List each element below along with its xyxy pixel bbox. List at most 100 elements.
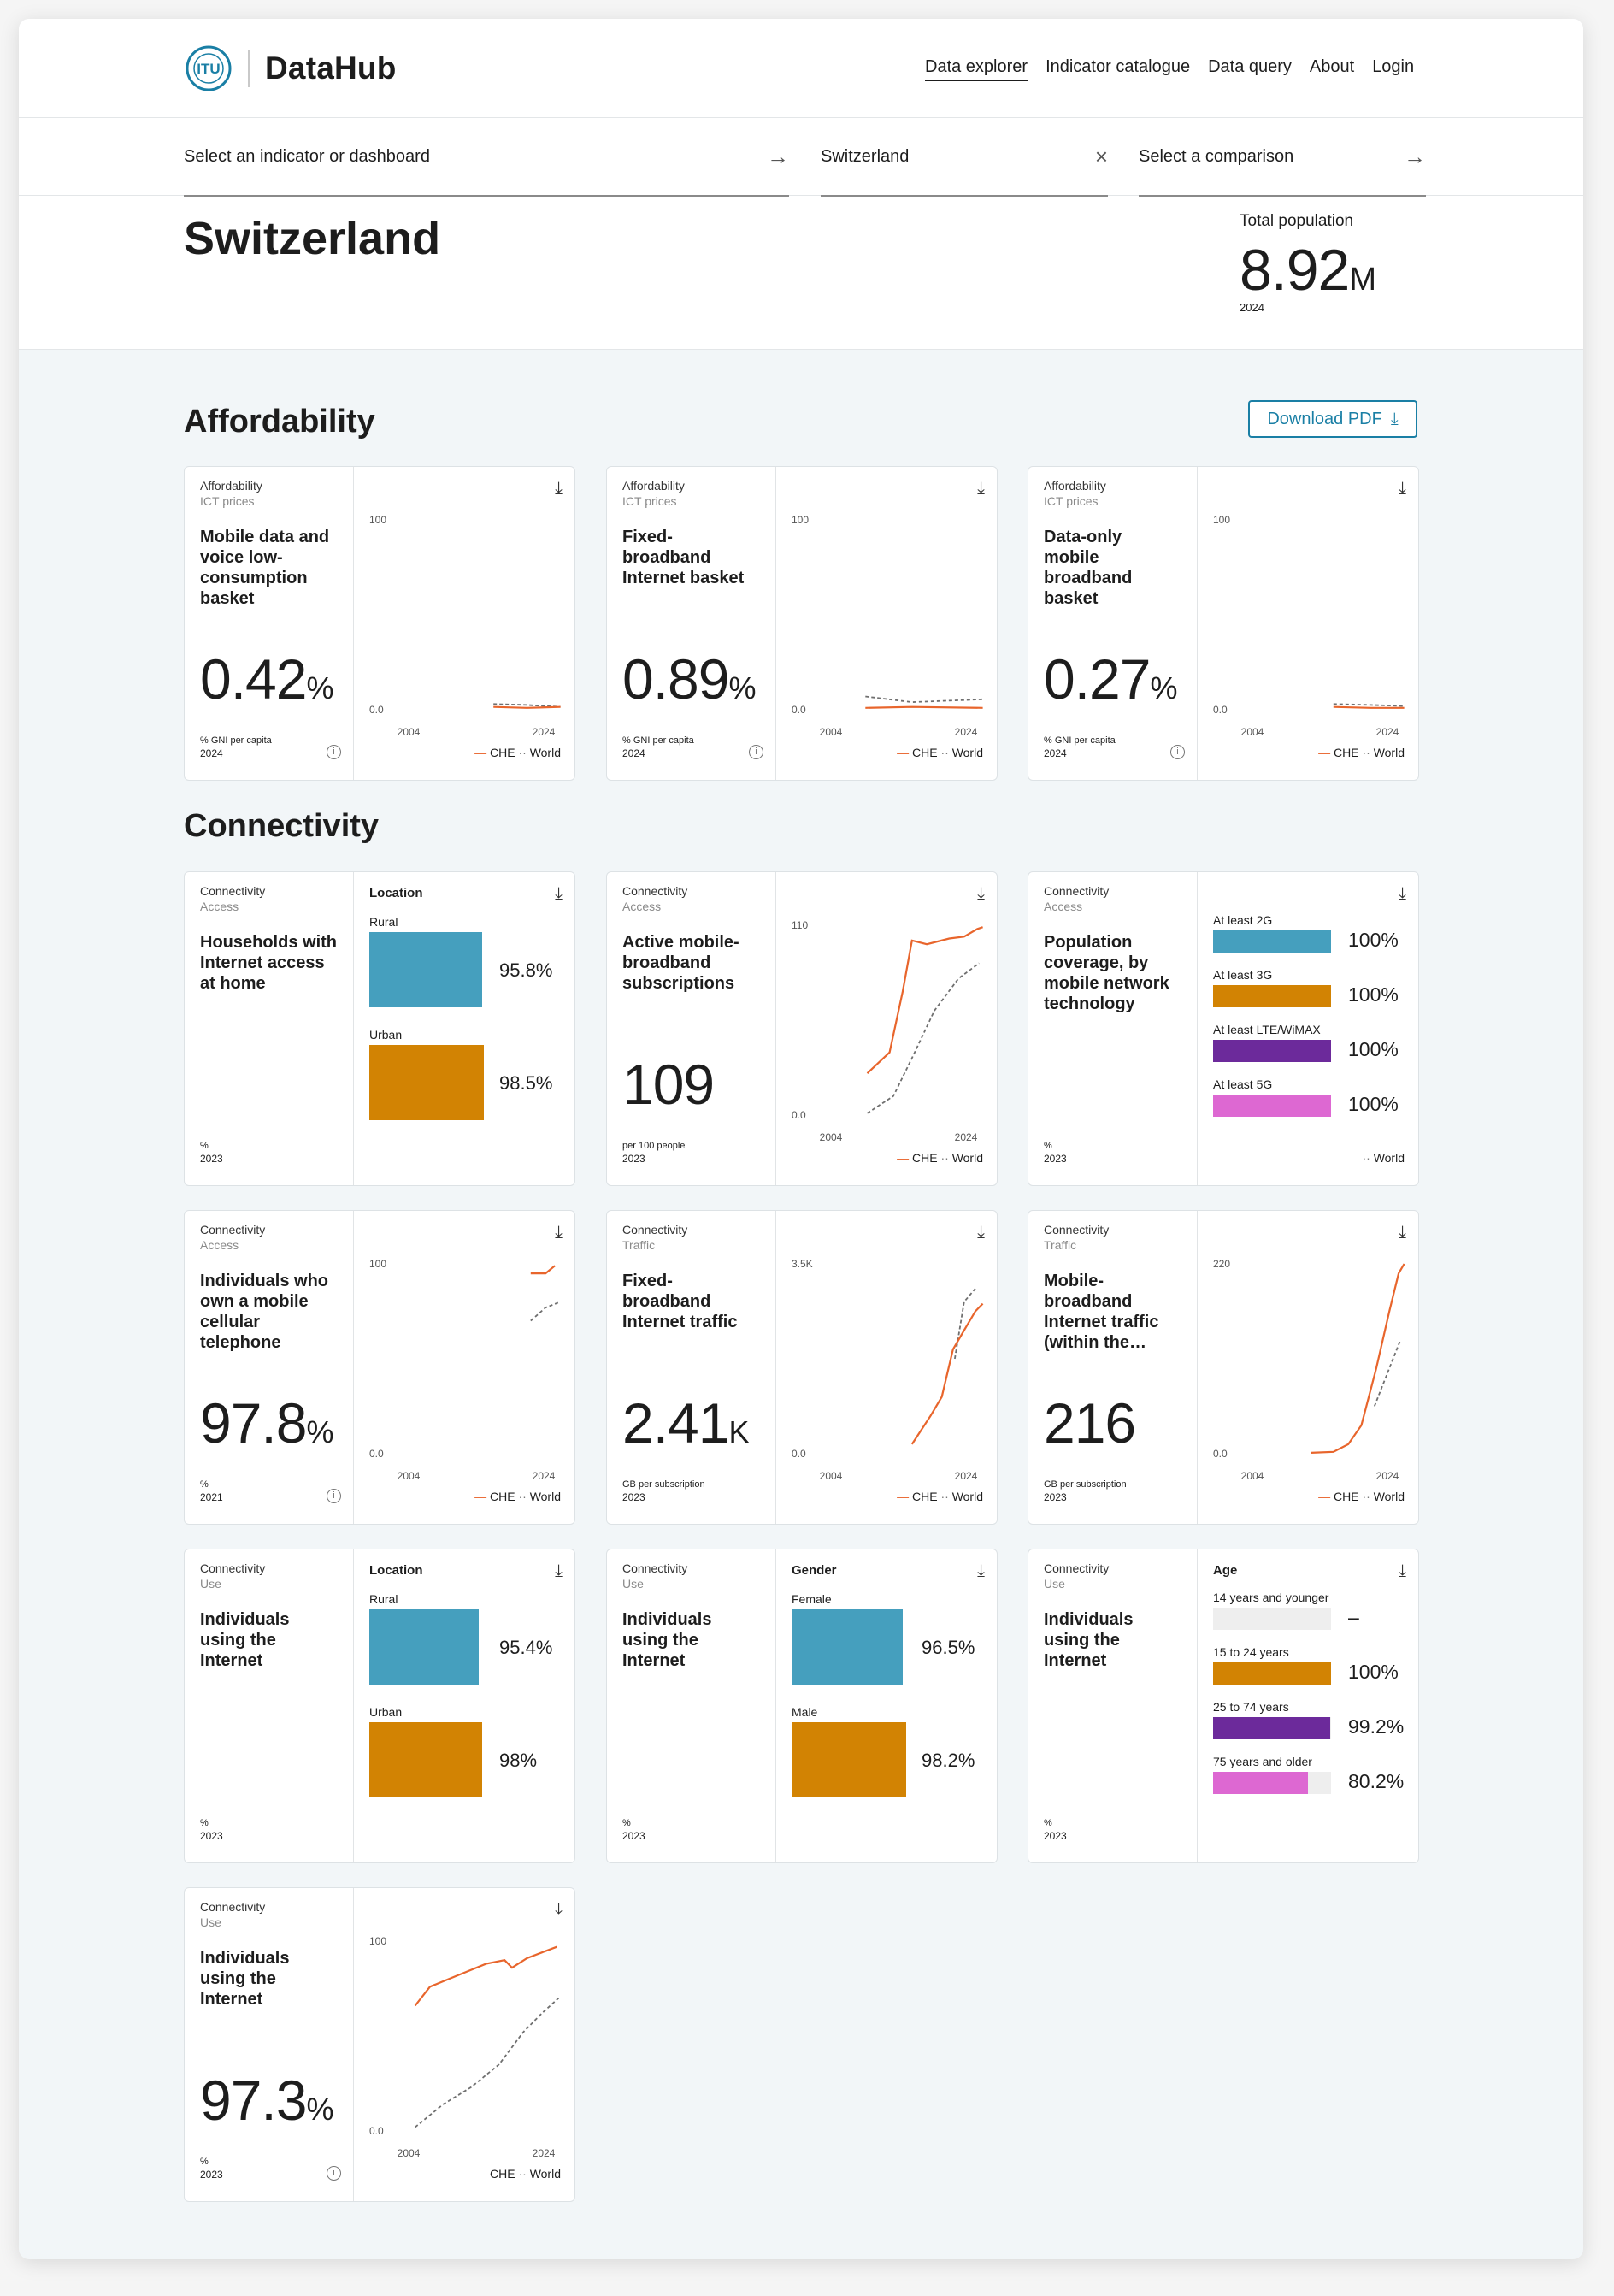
nav-indicator-catalogue[interactable]: Indicator catalogue xyxy=(1046,57,1191,76)
card-unit: % xyxy=(200,1479,209,1490)
indicator-card[interactable]: Connectivity Access Active mobile-broadban… xyxy=(606,871,998,1186)
x-axis-start-label: 2004 xyxy=(820,726,843,738)
section-affordability: Affordability xyxy=(184,404,375,440)
card-unit: per 100 people xyxy=(622,1141,686,1151)
country-field[interactable]: Switzerland × xyxy=(821,118,1108,197)
bar-value: 100% xyxy=(1348,983,1399,1006)
x-axis-start-label: 2004 xyxy=(398,2147,421,2159)
card-title[interactable]: Mobile data and voice low-consumption ba… xyxy=(200,528,330,608)
indicator-card[interactable]: Connectivity Use Individuals using the Int… xyxy=(184,1549,575,1863)
info-icon[interactable]: i xyxy=(327,745,341,759)
card-title[interactable]: Active mobile-broadband subscriptions xyxy=(622,933,739,993)
download-icon[interactable]: ⤓ xyxy=(977,884,985,903)
info-icon[interactable]: i xyxy=(1170,745,1185,759)
arrow-right-icon[interactable]: → xyxy=(767,143,789,169)
nav-data-query[interactable]: Data query xyxy=(1208,57,1292,76)
download-icon[interactable]: ⤓ xyxy=(555,1223,563,1242)
bar[interactable] xyxy=(1213,985,1331,1007)
chart-legend: — CHE ·· World xyxy=(474,2167,561,2181)
download-icon[interactable]: ⤓ xyxy=(977,479,985,498)
arrow-right-icon[interactable]: → xyxy=(1404,143,1426,169)
download-icon[interactable]: ⤓ xyxy=(1399,479,1406,498)
card-unit: % xyxy=(200,1818,209,1828)
card-chart-panel: ⤓ 100 0.0 2004 2024 — CHE ·· World xyxy=(776,467,998,780)
indicator-card[interactable]: Affordability ICT prices Mobile data and v… xyxy=(184,466,575,781)
card-title[interactable]: Individuals using the Internet xyxy=(200,1949,290,2009)
line-chart: 100 0.0 2004 2024 xyxy=(369,514,561,738)
bar[interactable] xyxy=(792,1609,903,1685)
download-icon[interactable]: ⤓ xyxy=(1399,1561,1406,1580)
bar[interactable] xyxy=(369,1045,484,1120)
download-icon[interactable]: ⤓ xyxy=(555,1900,563,1919)
nav-about[interactable]: About xyxy=(1309,57,1355,76)
legend-world-label: World xyxy=(1373,1490,1405,1503)
legend-world: ·· xyxy=(937,1151,952,1165)
indicator-card[interactable]: Connectivity Access Households with Intern… xyxy=(184,871,575,1186)
panel-title: Location xyxy=(369,1563,423,1578)
card-year: 2024 xyxy=(622,747,645,759)
card-title[interactable]: Fixed-broadband Internet basket xyxy=(622,528,745,587)
info-icon[interactable]: i xyxy=(749,745,763,759)
download-icon[interactable]: ⤓ xyxy=(555,1561,563,1580)
bar[interactable] xyxy=(369,932,482,1007)
indicator-card[interactable]: Connectivity Traffic Mobile-broadband Inte… xyxy=(1028,1210,1419,1525)
card-title[interactable]: Households with Internet access at home xyxy=(200,933,337,993)
card-unit: % xyxy=(200,2157,209,2167)
card-title[interactable]: Population coverage, by mobile network t… xyxy=(1044,933,1169,1013)
bar[interactable] xyxy=(1213,1772,1308,1794)
card-title[interactable]: Individuals using the Internet xyxy=(200,1610,290,1670)
indicator-card[interactable]: Connectivity Use Individuals using the Int… xyxy=(1028,1549,1419,1863)
bar[interactable] xyxy=(369,1722,482,1797)
bar[interactable] xyxy=(1213,1095,1331,1117)
indicator-card[interactable]: Connectivity Access Individuals who own a … xyxy=(184,1210,575,1525)
download-icon[interactable]: ⤓ xyxy=(977,1561,985,1580)
comparison-field[interactable]: Select a comparison → xyxy=(1139,118,1426,197)
app-frame: ITU DataHub Data explorer Indicator cata… xyxy=(19,19,1583,2259)
card-value-number: 97.3 xyxy=(200,2069,307,2132)
clear-icon[interactable]: × xyxy=(1094,143,1108,169)
card-title[interactable]: Fixed-broadband Internet traffic xyxy=(622,1272,738,1331)
download-icon[interactable]: ⤓ xyxy=(555,884,563,903)
card-title[interactable]: Individuals who own a mobile cellular te… xyxy=(200,1272,329,1352)
indicator-card[interactable]: Connectivity Use Individuals using the Int… xyxy=(606,1549,998,1863)
indicator-card[interactable]: Connectivity Access Population coverage, b… xyxy=(1028,871,1419,1186)
info-icon[interactable]: i xyxy=(327,2166,341,2181)
card-info-panel: Affordability ICT prices Data-only mobile … xyxy=(1028,467,1198,780)
download-icon[interactable]: ⤓ xyxy=(1399,1223,1406,1242)
bar[interactable] xyxy=(1213,1662,1331,1685)
download-pdf-button[interactable]: Download PDF ⤓ xyxy=(1248,400,1417,438)
indicator-card[interactable]: Connectivity Use Individuals using the Int… xyxy=(184,1887,575,2202)
card-chart-panel: ⤓ 100 0.0 2004 2024 — CHE ·· World xyxy=(354,467,576,780)
bar[interactable] xyxy=(1213,1717,1330,1739)
card-title[interactable]: Mobile-broadband Internet traffic (withi… xyxy=(1044,1272,1159,1352)
download-icon[interactable]: ⤓ xyxy=(977,1223,985,1242)
card-info-panel: Connectivity Access Population coverage, b… xyxy=(1028,872,1198,1185)
download-icon[interactable]: ⤓ xyxy=(1399,884,1406,903)
nav-data-explorer[interactable]: Data explorer xyxy=(925,57,1028,81)
indicator-card[interactable]: Connectivity Traffic Fixed-broadband Inter… xyxy=(606,1210,998,1525)
bar-label: 25 to 74 years xyxy=(1213,1700,1289,1714)
indicator-card[interactable]: Affordability ICT prices Data-only mobile … xyxy=(1028,466,1419,781)
bar-value: 95.4% xyxy=(499,1637,553,1658)
bar[interactable] xyxy=(1213,1040,1331,1062)
card-title[interactable]: Individuals using the Internet xyxy=(1044,1610,1134,1670)
card-year: 2023 xyxy=(1044,1491,1067,1503)
line-chart: 100 0.0 2004 2024 xyxy=(1213,514,1405,738)
indicator-search-field[interactable]: Select an indicator or dashboard → xyxy=(184,118,789,197)
bar[interactable] xyxy=(369,1609,479,1685)
indicator-card[interactable]: Affordability ICT prices Fixed-broadband I… xyxy=(606,466,998,781)
card-year: 2023 xyxy=(200,1830,223,1842)
card-title[interactable]: Individuals using the Internet xyxy=(622,1610,712,1670)
card-title[interactable]: Data-only mobile broadband basket xyxy=(1044,528,1133,608)
y-axis-max-label: 110 xyxy=(792,919,808,931)
bar[interactable] xyxy=(1213,930,1331,953)
download-icon[interactable]: ⤓ xyxy=(555,479,563,498)
download-pdf-label: Download PDF xyxy=(1267,409,1382,428)
card-year: 2023 xyxy=(622,1491,645,1503)
brand-logo[interactable]: ITU DataHub xyxy=(185,44,397,92)
info-icon[interactable]: i xyxy=(327,1489,341,1503)
card-category: Affordability xyxy=(1044,479,1106,493)
nav-login[interactable]: Login xyxy=(1372,57,1415,76)
card-subcategory: Traffic xyxy=(622,1238,656,1252)
bar[interactable] xyxy=(792,1722,906,1797)
